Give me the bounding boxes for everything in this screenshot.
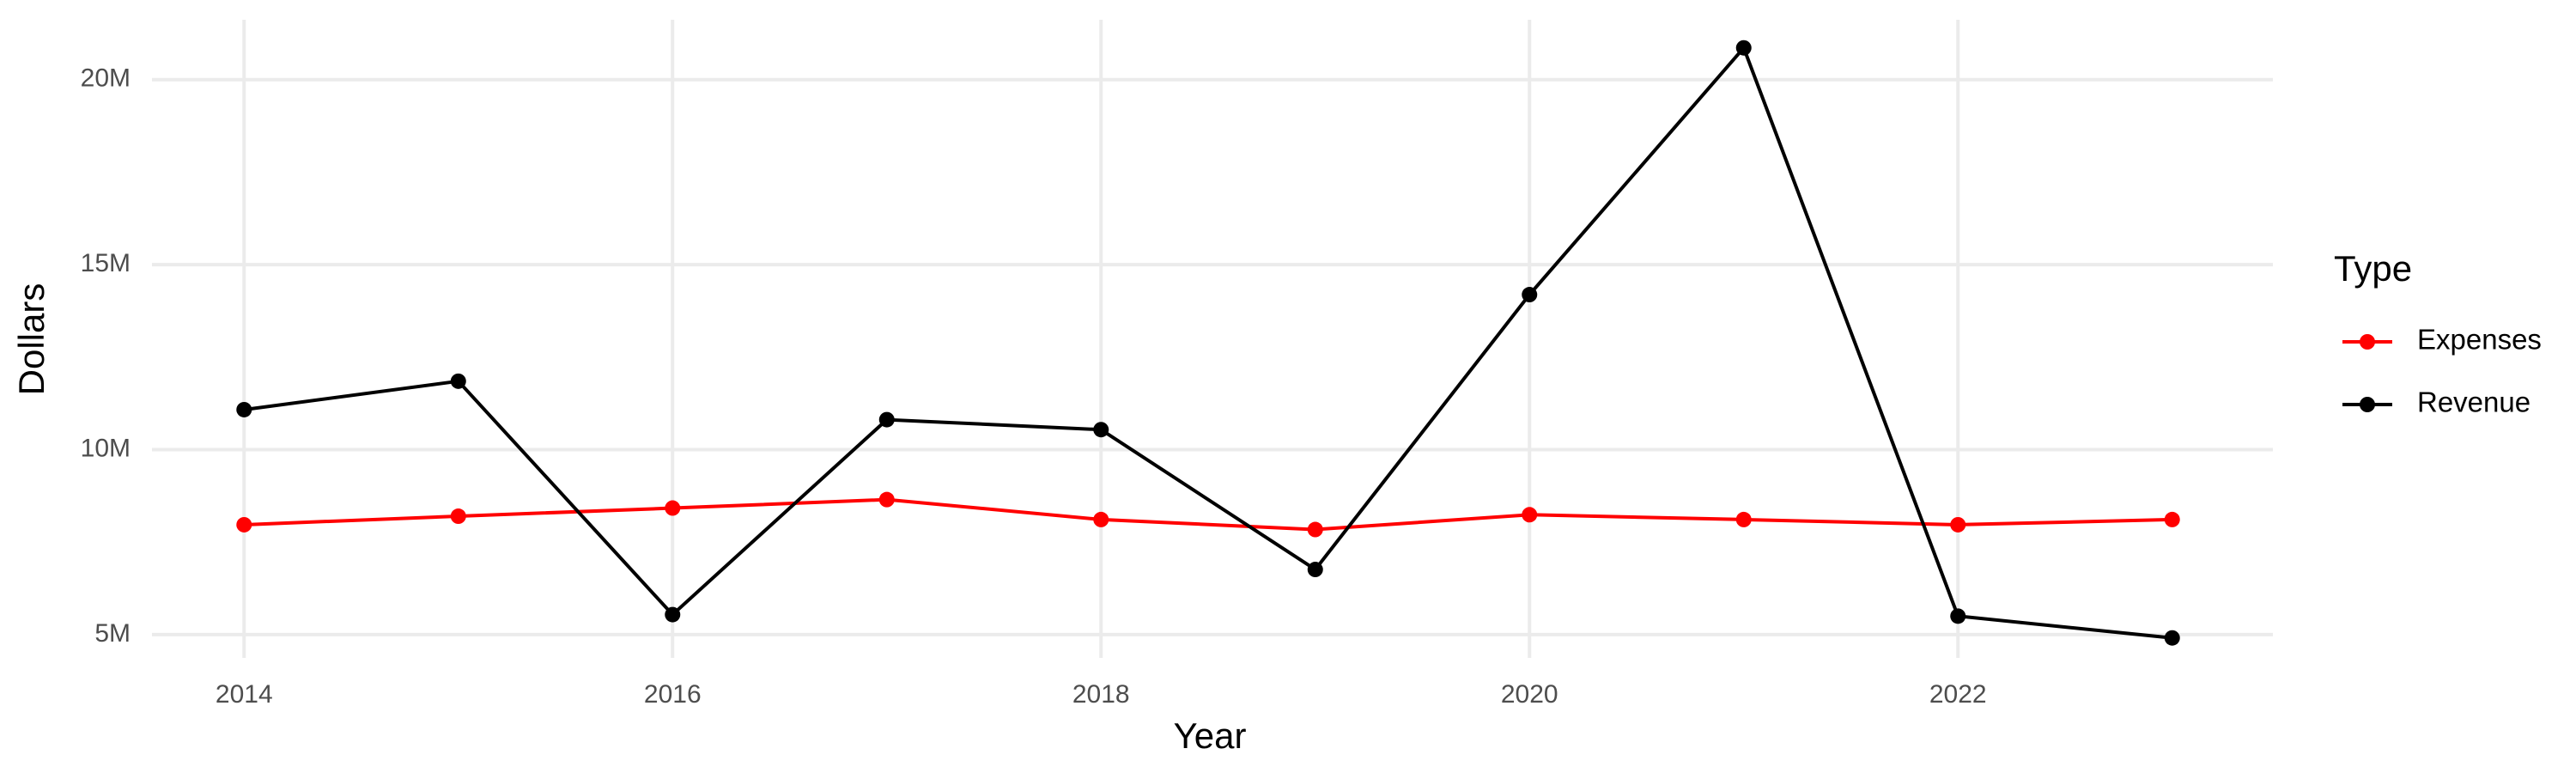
x-tick-label: 2014 <box>216 680 273 709</box>
x-tick-label: 2016 <box>644 680 702 709</box>
legend-label: Expenses <box>2417 324 2542 356</box>
y-axis-title: Dollars <box>11 283 52 396</box>
x-tick-label: 2018 <box>1072 680 1130 709</box>
data-point <box>1093 422 1109 438</box>
x-tick-label: 2020 <box>1501 680 1558 709</box>
data-point <box>236 401 252 417</box>
y-tick-label: 20M <box>81 64 131 93</box>
data-point <box>1522 507 1538 523</box>
x-tick-label: 2022 <box>1929 680 1987 709</box>
legend-title: Type <box>2334 248 2412 289</box>
data-point <box>450 508 466 525</box>
grid <box>152 20 2273 658</box>
data-point <box>1522 287 1538 303</box>
data-point <box>450 373 466 389</box>
legend-key-point <box>2360 397 2375 412</box>
legend-label: Revenue <box>2417 386 2530 418</box>
y-tick-label: 5M <box>94 619 131 648</box>
data-point <box>236 516 252 533</box>
data-point <box>1093 511 1109 527</box>
data-point <box>665 606 681 623</box>
data-point <box>878 411 895 428</box>
data-point <box>1307 521 1323 538</box>
y-tick-label: 10M <box>81 434 131 462</box>
data-point <box>1307 562 1323 578</box>
data-point <box>1735 511 1752 527</box>
data-point <box>878 491 895 508</box>
y-tick-label: 15M <box>81 249 131 277</box>
series-line <box>244 497 2172 532</box>
x-axis-title: Year <box>1174 715 1247 756</box>
data-point <box>2164 511 2180 527</box>
data-point <box>1950 516 1966 533</box>
data-point <box>1735 40 1752 56</box>
data-point <box>1950 608 1966 624</box>
series-line <box>244 44 2172 640</box>
data-point <box>2164 630 2180 646</box>
legend-key-point <box>2360 334 2375 350</box>
data-point <box>665 500 681 516</box>
